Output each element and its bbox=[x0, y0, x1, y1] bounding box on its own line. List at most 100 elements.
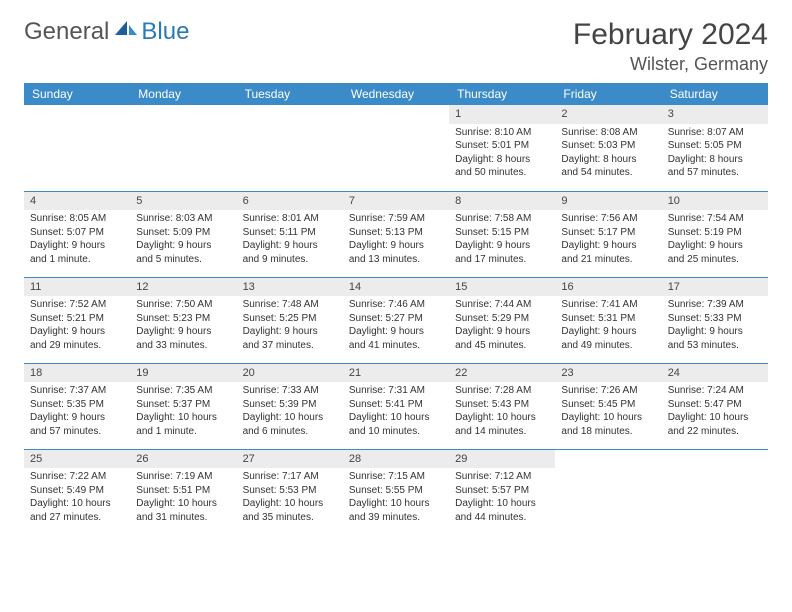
sunrise-text: Sunrise: 7:37 AM bbox=[30, 384, 124, 398]
day-number: 16 bbox=[555, 278, 661, 297]
daylight-text: Daylight: 10 hours and 35 minutes. bbox=[243, 497, 337, 524]
sunrise-text: Sunrise: 7:17 AM bbox=[243, 470, 337, 484]
day-cell: 24Sunrise: 7:24 AMSunset: 5:47 PMDayligh… bbox=[662, 363, 768, 449]
sunset-text: Sunset: 5:33 PM bbox=[668, 312, 762, 326]
day-details: Sunrise: 7:33 AMSunset: 5:39 PMDaylight:… bbox=[237, 382, 343, 442]
daylight-text: Daylight: 10 hours and 18 minutes. bbox=[561, 411, 655, 438]
day-cell: 18Sunrise: 7:37 AMSunset: 5:35 PMDayligh… bbox=[24, 363, 130, 449]
day-details: Sunrise: 7:12 AMSunset: 5:57 PMDaylight:… bbox=[449, 468, 555, 528]
day-cell: 1Sunrise: 8:10 AMSunset: 5:01 PMDaylight… bbox=[449, 105, 555, 191]
day-number: 20 bbox=[237, 364, 343, 383]
day-details: Sunrise: 7:24 AMSunset: 5:47 PMDaylight:… bbox=[662, 382, 768, 442]
day-cell: 12Sunrise: 7:50 AMSunset: 5:23 PMDayligh… bbox=[130, 277, 236, 363]
daylight-text: Daylight: 9 hours and 45 minutes. bbox=[455, 325, 549, 352]
day-number: 14 bbox=[343, 278, 449, 297]
day-number: 7 bbox=[343, 192, 449, 211]
daylight-text: Daylight: 10 hours and 44 minutes. bbox=[455, 497, 549, 524]
sunset-text: Sunset: 5:37 PM bbox=[136, 398, 230, 412]
daylight-text: Daylight: 10 hours and 31 minutes. bbox=[136, 497, 230, 524]
sunset-text: Sunset: 5:29 PM bbox=[455, 312, 549, 326]
day-cell: 23Sunrise: 7:26 AMSunset: 5:45 PMDayligh… bbox=[555, 363, 661, 449]
day-number: 15 bbox=[449, 278, 555, 297]
day-details: Sunrise: 7:37 AMSunset: 5:35 PMDaylight:… bbox=[24, 382, 130, 442]
daylight-text: Daylight: 8 hours and 50 minutes. bbox=[455, 153, 549, 180]
day-details: Sunrise: 8:05 AMSunset: 5:07 PMDaylight:… bbox=[24, 210, 130, 270]
sunrise-text: Sunrise: 7:39 AM bbox=[668, 298, 762, 312]
sunrise-text: Sunrise: 8:08 AM bbox=[561, 126, 655, 140]
day-details: Sunrise: 7:17 AMSunset: 5:53 PMDaylight:… bbox=[237, 468, 343, 528]
day-number: 18 bbox=[24, 364, 130, 383]
day-cell: 28Sunrise: 7:15 AMSunset: 5:55 PMDayligh… bbox=[343, 449, 449, 535]
sunrise-text: Sunrise: 7:44 AM bbox=[455, 298, 549, 312]
day-number: 21 bbox=[343, 364, 449, 383]
calendar-table: Sunday Monday Tuesday Wednesday Thursday… bbox=[24, 83, 768, 535]
day-cell: 2Sunrise: 8:08 AMSunset: 5:03 PMDaylight… bbox=[555, 105, 661, 191]
day-number: 29 bbox=[449, 450, 555, 469]
day-cell bbox=[24, 105, 130, 191]
sunrise-text: Sunrise: 8:05 AM bbox=[30, 212, 124, 226]
daylight-text: Daylight: 9 hours and 37 minutes. bbox=[243, 325, 337, 352]
day-cell: 26Sunrise: 7:19 AMSunset: 5:51 PMDayligh… bbox=[130, 449, 236, 535]
sunset-text: Sunset: 5:27 PM bbox=[349, 312, 443, 326]
daylight-text: Daylight: 8 hours and 54 minutes. bbox=[561, 153, 655, 180]
col-thursday: Thursday bbox=[449, 83, 555, 105]
day-details: Sunrise: 7:52 AMSunset: 5:21 PMDaylight:… bbox=[24, 296, 130, 356]
day-number: 9 bbox=[555, 192, 661, 211]
day-number bbox=[555, 450, 661, 454]
day-cell: 5Sunrise: 8:03 AMSunset: 5:09 PMDaylight… bbox=[130, 191, 236, 277]
day-cell: 9Sunrise: 7:56 AMSunset: 5:17 PMDaylight… bbox=[555, 191, 661, 277]
sunset-text: Sunset: 5:31 PM bbox=[561, 312, 655, 326]
col-monday: Monday bbox=[130, 83, 236, 105]
sunset-text: Sunset: 5:47 PM bbox=[668, 398, 762, 412]
day-cell: 15Sunrise: 7:44 AMSunset: 5:29 PMDayligh… bbox=[449, 277, 555, 363]
logo-sail-icon bbox=[113, 19, 139, 37]
sunset-text: Sunset: 5:23 PM bbox=[136, 312, 230, 326]
daylight-text: Daylight: 10 hours and 10 minutes. bbox=[349, 411, 443, 438]
day-cell: 20Sunrise: 7:33 AMSunset: 5:39 PMDayligh… bbox=[237, 363, 343, 449]
day-details: Sunrise: 7:56 AMSunset: 5:17 PMDaylight:… bbox=[555, 210, 661, 270]
day-cell: 13Sunrise: 7:48 AMSunset: 5:25 PMDayligh… bbox=[237, 277, 343, 363]
day-details: Sunrise: 7:59 AMSunset: 5:13 PMDaylight:… bbox=[343, 210, 449, 270]
daylight-text: Daylight: 9 hours and 1 minute. bbox=[30, 239, 124, 266]
sunrise-text: Sunrise: 7:22 AM bbox=[30, 470, 124, 484]
day-number bbox=[24, 105, 130, 109]
sunset-text: Sunset: 5:13 PM bbox=[349, 226, 443, 240]
sunrise-text: Sunrise: 7:48 AM bbox=[243, 298, 337, 312]
day-cell: 6Sunrise: 8:01 AMSunset: 5:11 PMDaylight… bbox=[237, 191, 343, 277]
day-number: 25 bbox=[24, 450, 130, 469]
logo-text-general: General bbox=[24, 18, 109, 46]
day-number: 24 bbox=[662, 364, 768, 383]
day-cell: 10Sunrise: 7:54 AMSunset: 5:19 PMDayligh… bbox=[662, 191, 768, 277]
day-details: Sunrise: 7:46 AMSunset: 5:27 PMDaylight:… bbox=[343, 296, 449, 356]
day-details: Sunrise: 8:01 AMSunset: 5:11 PMDaylight:… bbox=[237, 210, 343, 270]
day-details: Sunrise: 7:39 AMSunset: 5:33 PMDaylight:… bbox=[662, 296, 768, 356]
day-cell: 3Sunrise: 8:07 AMSunset: 5:05 PMDaylight… bbox=[662, 105, 768, 191]
daylight-text: Daylight: 9 hours and 17 minutes. bbox=[455, 239, 549, 266]
daylight-text: Daylight: 10 hours and 39 minutes. bbox=[349, 497, 443, 524]
sunset-text: Sunset: 5:11 PM bbox=[243, 226, 337, 240]
day-details: Sunrise: 7:54 AMSunset: 5:19 PMDaylight:… bbox=[662, 210, 768, 270]
sunset-text: Sunset: 5:39 PM bbox=[243, 398, 337, 412]
daylight-text: Daylight: 10 hours and 1 minute. bbox=[136, 411, 230, 438]
daylight-text: Daylight: 9 hours and 33 minutes. bbox=[136, 325, 230, 352]
day-number: 1 bbox=[449, 105, 555, 124]
sunrise-text: Sunrise: 7:28 AM bbox=[455, 384, 549, 398]
sunrise-text: Sunrise: 7:56 AM bbox=[561, 212, 655, 226]
day-details: Sunrise: 7:44 AMSunset: 5:29 PMDaylight:… bbox=[449, 296, 555, 356]
logo-text-blue: Blue bbox=[141, 18, 189, 46]
day-details: Sunrise: 7:35 AMSunset: 5:37 PMDaylight:… bbox=[130, 382, 236, 442]
sunset-text: Sunset: 5:55 PM bbox=[349, 484, 443, 498]
day-details: Sunrise: 7:41 AMSunset: 5:31 PMDaylight:… bbox=[555, 296, 661, 356]
day-details: Sunrise: 7:31 AMSunset: 5:41 PMDaylight:… bbox=[343, 382, 449, 442]
day-cell: 19Sunrise: 7:35 AMSunset: 5:37 PMDayligh… bbox=[130, 363, 236, 449]
sunrise-text: Sunrise: 7:12 AM bbox=[455, 470, 549, 484]
sunrise-text: Sunrise: 7:58 AM bbox=[455, 212, 549, 226]
day-number bbox=[343, 105, 449, 109]
sunrise-text: Sunrise: 7:26 AM bbox=[561, 384, 655, 398]
day-number: 6 bbox=[237, 192, 343, 211]
daylight-text: Daylight: 9 hours and 5 minutes. bbox=[136, 239, 230, 266]
day-number: 23 bbox=[555, 364, 661, 383]
sunrise-text: Sunrise: 7:52 AM bbox=[30, 298, 124, 312]
day-number bbox=[237, 105, 343, 109]
sunset-text: Sunset: 5:35 PM bbox=[30, 398, 124, 412]
